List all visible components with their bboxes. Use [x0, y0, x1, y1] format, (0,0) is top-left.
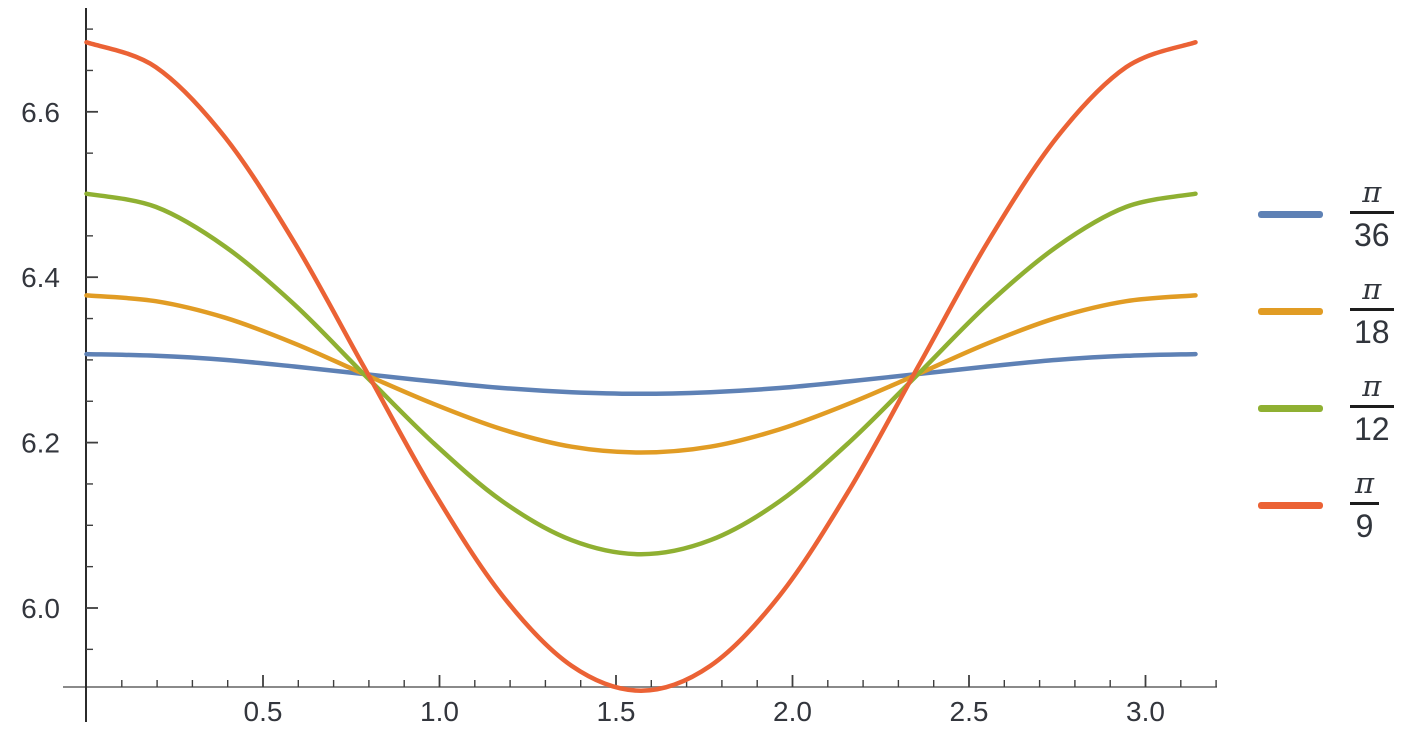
legend-label-pi-12: π 12: [1350, 372, 1394, 445]
curve-pi-36: [84, 351, 1198, 397]
curves: [84, 40, 1198, 693]
axes: [63, 8, 1217, 722]
y-tick-label: 6.0: [21, 593, 60, 624]
fraction-bar: [1350, 308, 1394, 311]
curve-pi-18: [84, 293, 1198, 455]
fraction-bar: [1350, 405, 1394, 408]
legend-entry-pi-36: π 36: [1258, 166, 1394, 263]
y-tick-label: 6.4: [21, 262, 60, 293]
fraction-numerator: π: [1362, 369, 1382, 403]
x-tick-label: 2.5: [950, 696, 989, 727]
x-tick-label: 3.0: [1126, 696, 1165, 727]
curve-pi-9: [84, 40, 1198, 693]
legend-swatch-pi-36: [1258, 211, 1323, 218]
legend-label-pi-18: π 18: [1350, 275, 1394, 348]
legend: π 36 π 18 π 12 π 9: [1258, 166, 1394, 554]
fraction-numerator: π: [1362, 175, 1382, 209]
y-tick-label: 6.2: [21, 428, 60, 459]
x-tick-label: 1.0: [420, 696, 459, 727]
fraction-numerator: π: [1355, 466, 1375, 500]
x-tick-label: 1.5: [597, 696, 636, 727]
x-tick-label: 0.5: [244, 696, 283, 727]
y-tick-label: 6.6: [21, 97, 60, 128]
fraction-denominator: 36: [1354, 217, 1390, 253]
fraction-numerator: π: [1362, 272, 1382, 306]
legend-swatch-pi-18: [1258, 308, 1323, 315]
legend-entry-pi-18: π 18: [1258, 263, 1394, 360]
fraction-denominator: 12: [1354, 411, 1390, 447]
legend-swatch-pi-9: [1258, 502, 1323, 509]
legend-swatch-pi-12: [1258, 405, 1323, 412]
legend-label-pi-36: π 36: [1350, 178, 1394, 251]
legend-entry-pi-12: π 12: [1258, 360, 1394, 457]
axis-ticks: [86, 28, 1217, 687]
axis-tick-labels: 0.5 1.0 1.5 2.0 2.5 3.0 6.0 6.2 6.4 6.6: [21, 97, 1165, 727]
x-tick-label: 2.0: [773, 696, 812, 727]
fraction-denominator: 9: [1355, 508, 1374, 544]
fraction-bar: [1350, 211, 1394, 214]
fraction-bar: [1350, 502, 1380, 505]
fraction-denominator: 18: [1354, 314, 1390, 350]
curve-pi-12: [84, 191, 1198, 557]
